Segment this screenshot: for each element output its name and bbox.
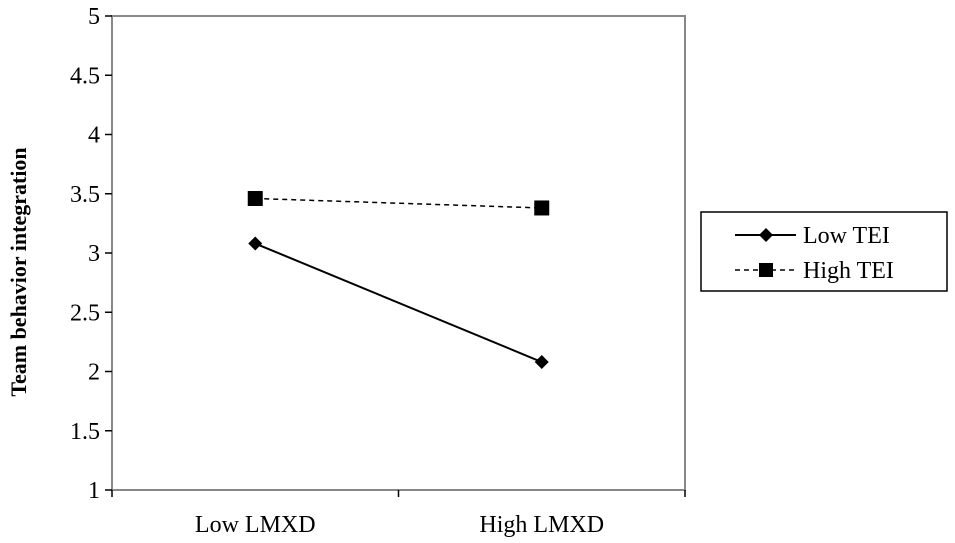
legend-diamond-marker (759, 228, 773, 242)
legend: Low TEI High TEI (700, 211, 948, 292)
square-marker (534, 200, 550, 216)
series-line-low-tei (254, 242, 543, 363)
y-tick-label: 2 (88, 360, 100, 386)
y-tick-label: 2.5 (70, 300, 100, 326)
legend-square-marker (759, 263, 773, 277)
y-axis-title: Team behavior integration (6, 147, 31, 396)
y-axis: 1 1.5 2 2.5 3 3.5 4 4.5 5 (70, 4, 112, 504)
legend-item-high-tei: High TEI (735, 258, 894, 284)
series-layer (247, 190, 550, 370)
diamond-marker (248, 236, 263, 251)
legend-item-low-tei: Low TEI (735, 223, 890, 249)
y-tick-label: 1 (88, 478, 100, 504)
x-tick-label: High LMXD (479, 512, 604, 538)
x-tick-label: Low LMXD (195, 512, 316, 538)
diamond-marker (534, 355, 549, 370)
x-axis: Low LMXD High LMXD (111, 490, 686, 538)
legend-label-low-tei: Low TEI (803, 223, 890, 249)
y-tick-label: 4 (88, 123, 100, 149)
series-line-high-tei (255, 197, 542, 209)
y-tick-label: 5 (88, 4, 100, 30)
y-tick-label: 1.5 (70, 419, 100, 445)
legend-label-high-tei: High TEI (803, 258, 894, 284)
y-tick-label: 3 (88, 241, 100, 267)
y-tick-label: 3.5 (70, 182, 100, 208)
plot-area (111, 15, 686, 491)
y-tick-label: 4.5 (70, 63, 100, 89)
legend-box (700, 211, 948, 292)
square-marker (247, 190, 263, 206)
